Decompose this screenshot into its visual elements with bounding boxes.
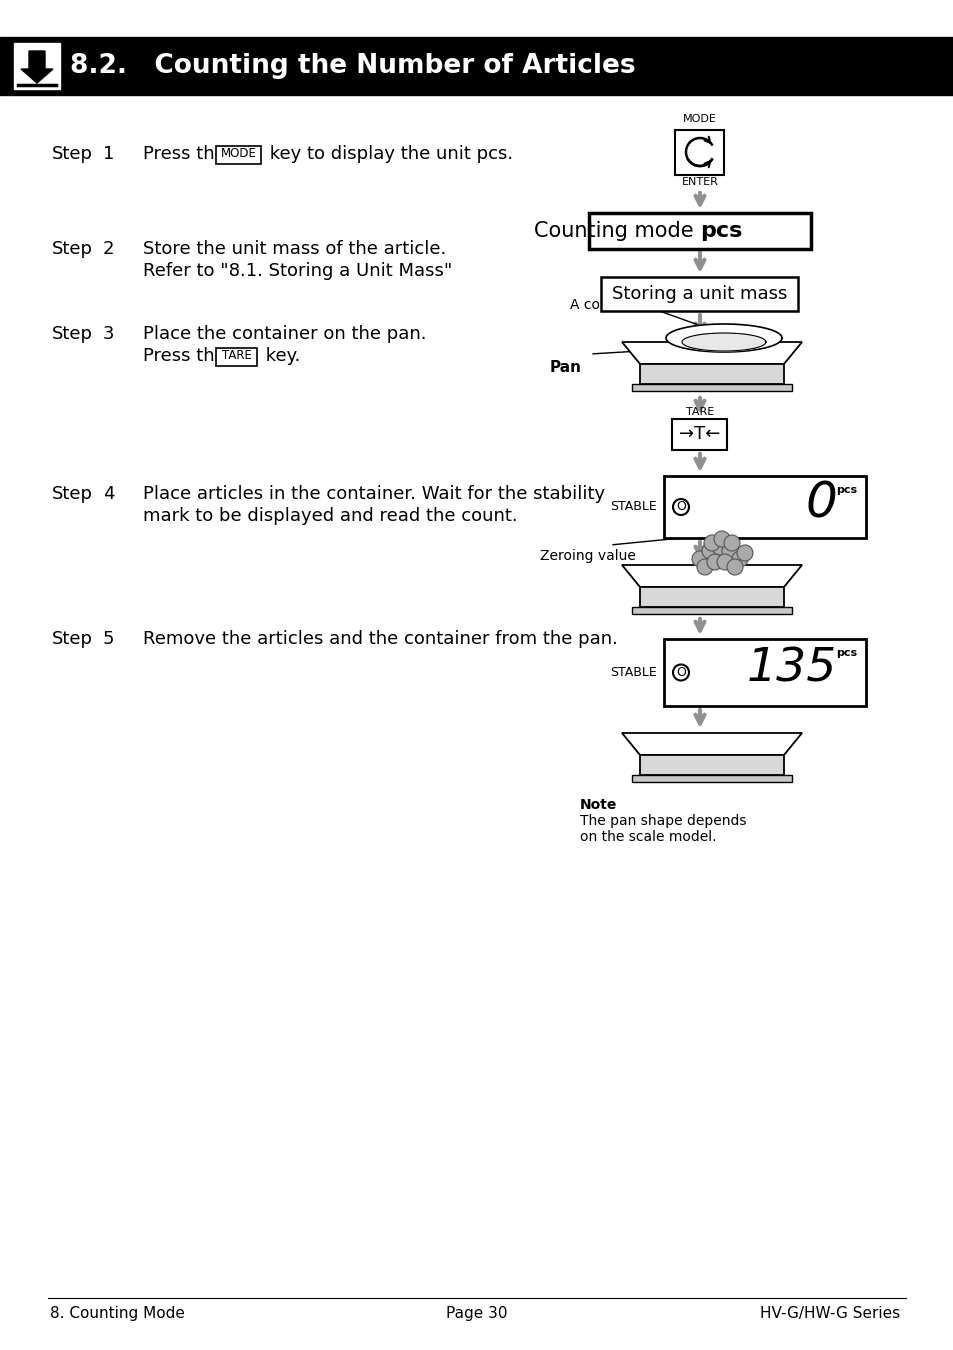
Circle shape [723,535,740,551]
Text: 8. Counting Mode: 8. Counting Mode [50,1305,185,1322]
Polygon shape [621,342,801,365]
Text: pcs: pcs [700,221,741,242]
FancyBboxPatch shape [215,347,256,366]
FancyBboxPatch shape [588,213,810,248]
Text: pcs: pcs [835,648,856,657]
Bar [0,36,953,95]
Text: Step: Step [52,630,92,648]
Text: STABLE: STABLE [609,666,656,679]
Text: ENTER: ENTER [680,177,718,188]
Circle shape [691,551,707,567]
Text: A container(bowl): A container(bowl) [569,297,693,310]
Text: O: O [676,501,685,513]
Text: 3: 3 [103,325,114,343]
FancyBboxPatch shape [601,277,798,310]
Text: Storing a unit mass: Storing a unit mass [612,285,787,302]
Text: Note: Note [579,798,617,811]
Circle shape [672,664,688,680]
Text: 8.2.   Counting the Number of Articles: 8.2. Counting the Number of Articles [70,53,635,80]
Polygon shape [681,333,765,351]
Polygon shape [621,733,801,755]
Text: Place the container on the pan.: Place the container on the pan. [143,325,426,343]
Text: pcs: pcs [835,485,856,495]
Text: 4: 4 [103,485,114,504]
Text: key.: key. [260,347,300,364]
Circle shape [697,559,712,575]
Text: mark to be displayed and read the count.: mark to be displayed and read the count. [143,508,517,525]
Text: MODE: MODE [682,113,717,124]
Circle shape [726,559,742,575]
Circle shape [711,539,727,555]
Text: Pan: Pan [550,360,581,375]
Polygon shape [631,383,791,392]
Text: Counting mode: Counting mode [533,221,700,242]
Text: 135: 135 [746,647,836,691]
Circle shape [703,535,720,551]
Text: The pan shape depends
on the scale model.: The pan shape depends on the scale model… [579,814,745,844]
Text: HV-G/HW-G Series: HV-G/HW-G Series [760,1305,899,1322]
FancyBboxPatch shape [215,146,261,163]
Text: →T←: →T← [679,425,720,443]
Text: Refer to "8.1. Storing a Unit Mass": Refer to "8.1. Storing a Unit Mass" [143,262,452,279]
FancyBboxPatch shape [675,130,723,174]
Text: 5: 5 [103,630,114,648]
Circle shape [672,500,688,514]
Text: Press the: Press the [143,144,232,163]
Circle shape [721,543,738,559]
FancyBboxPatch shape [663,477,865,539]
Circle shape [737,545,752,562]
Circle shape [706,554,722,570]
Polygon shape [631,775,791,782]
Text: Store the unit mass of the article.: Store the unit mass of the article. [143,240,446,258]
Circle shape [713,531,729,547]
Circle shape [731,551,747,567]
Polygon shape [639,587,783,608]
Text: TARE: TARE [685,406,714,417]
Polygon shape [631,608,791,614]
Text: Zeroing value: Zeroing value [539,549,636,563]
Text: 1: 1 [103,144,114,163]
Text: Step: Step [52,325,92,343]
Text: MODE: MODE [220,147,256,161]
Text: Step: Step [52,485,92,504]
Text: STABLE: STABLE [609,501,656,513]
Text: Remove the articles and the container from the pan.: Remove the articles and the container fr… [143,630,618,648]
FancyBboxPatch shape [672,418,727,450]
FancyBboxPatch shape [663,639,865,706]
Text: Step: Step [52,144,92,163]
Text: Page 30: Page 30 [446,1305,507,1322]
Text: key to display the unit pcs.: key to display the unit pcs. [264,144,513,163]
Polygon shape [21,51,53,82]
Text: O: O [676,666,685,679]
Text: Press the: Press the [143,347,232,364]
Text: 2: 2 [103,240,114,258]
Polygon shape [665,324,781,352]
Polygon shape [639,755,783,775]
Polygon shape [639,364,783,383]
Text: Step: Step [52,240,92,258]
Circle shape [701,543,718,559]
Text: TARE: TARE [221,350,252,362]
Circle shape [717,554,732,570]
Polygon shape [621,566,801,587]
Bar [14,43,60,89]
Text: 0: 0 [804,479,836,526]
Text: Place articles in the container. Wait for the stability: Place articles in the container. Wait fo… [143,485,604,504]
